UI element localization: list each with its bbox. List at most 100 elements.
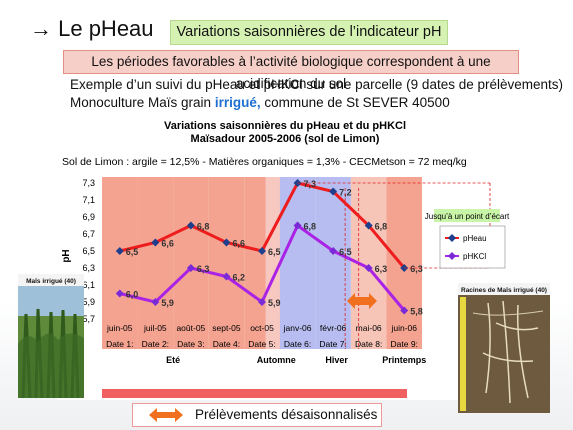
annotation-text: Jusqu’à un point d’écart xyxy=(425,212,510,221)
legend-label-phkcl: pHKCl xyxy=(463,252,486,261)
data-label-pheau: 6,8 xyxy=(197,222,210,232)
date-label: Date 4: xyxy=(213,339,240,349)
slide-title: → Le pHeau xyxy=(30,16,154,41)
double-arrow-icon xyxy=(347,293,377,309)
data-point-phkcl xyxy=(258,298,266,306)
season-band-3 xyxy=(173,177,209,349)
subtitle-box: Variations saisonnières de l’indicateur … xyxy=(170,20,448,45)
photo-left-caption: Maïs irrigué (40) xyxy=(26,278,76,285)
data-label-pheau: 6,8 xyxy=(375,222,388,232)
monoculture-suffix: commune de St SEVER 40500 xyxy=(260,95,450,110)
data-label-pheau: 6,5 xyxy=(126,247,139,257)
photo-maize-roots xyxy=(458,283,550,413)
data-label-phkcl: 6,2 xyxy=(232,273,245,283)
y-tick-label: 6,5 xyxy=(82,246,95,256)
bottom-legend-box: Prélèvements désaisonnalisés xyxy=(132,403,382,427)
data-point-pheau xyxy=(222,238,231,247)
x-tick-label: juin-06 xyxy=(390,323,417,333)
data-label-phkcl: 6,3 xyxy=(197,264,210,274)
data-point-pheau xyxy=(258,247,266,255)
y-tick-label: 6,7 xyxy=(82,229,95,239)
date-label: Date 6: xyxy=(284,339,311,349)
x-tick-label: juil-05 xyxy=(143,323,167,333)
y-tick-label: 7,3 xyxy=(82,178,95,188)
data-label-pheau: 6,6 xyxy=(232,239,245,249)
x-tick-label: juin-05 xyxy=(106,323,133,333)
legend: pHeau pHKCl xyxy=(439,225,506,269)
y-tick-label: 6,9 xyxy=(82,212,95,222)
y-tick-label: 7,1 xyxy=(82,195,95,205)
monoculture-highlight: irrigué, xyxy=(214,95,261,110)
annotation-box xyxy=(434,209,500,222)
bottom-label: Prélèvements désaisonnalisés xyxy=(195,407,378,422)
legend-label-pheau: pHeau xyxy=(463,234,487,243)
x-tick-label: oct-05 xyxy=(250,323,274,333)
y-tick-label: 6,3 xyxy=(82,263,95,273)
y-tick-label: 5,7 xyxy=(82,314,95,324)
season-label: Printemps xyxy=(382,355,426,365)
data-label-phkcl: 6,0 xyxy=(126,290,139,300)
chart-svg: Variations saisonnières du pHeau et du p… xyxy=(61,120,510,398)
chart-area: Variations saisonnières du pHeau et du p… xyxy=(57,113,514,400)
data-point-phkcl xyxy=(364,264,373,272)
season-band-4 xyxy=(208,177,245,349)
data-point-phkcl xyxy=(293,221,302,230)
season-strip xyxy=(102,389,407,398)
season-label: Eté xyxy=(166,355,180,365)
data-point-pheau xyxy=(329,187,338,196)
x-tick-label: août-05 xyxy=(176,323,205,333)
data-label-phkcl: 6,5 xyxy=(339,247,352,257)
data-point-pheau xyxy=(115,247,124,255)
intro-box: Les périodes favorables à l’activité bio… xyxy=(63,50,519,91)
data-point-phkcl xyxy=(151,298,160,306)
monoculture-line: Monoculture Maïs grain irrigué, commune … xyxy=(70,95,450,110)
roots-illustration xyxy=(458,283,550,413)
data-point-phkcl xyxy=(186,264,195,272)
data-point-phkcl xyxy=(222,272,231,281)
date-label: Date 2: xyxy=(142,339,169,349)
season-label: Hiver xyxy=(325,355,348,365)
date-label: Date 5: xyxy=(248,339,275,349)
season-band-1 xyxy=(102,177,138,349)
x-tick-label: févr-06 xyxy=(320,323,347,333)
data-point-pheau xyxy=(293,179,302,187)
data-label-phkcl: 5,9 xyxy=(268,298,281,308)
date-label: Date 1: xyxy=(106,339,133,349)
chart-subtitle: Maïsadour 2005-2006 (sol de Limon) xyxy=(191,133,380,145)
data-label-pheau: 7,3 xyxy=(304,179,317,189)
season-band-2 xyxy=(137,177,174,349)
date-label: Date 8: xyxy=(355,339,382,349)
legend-box xyxy=(439,225,506,269)
legend-marker-pheau xyxy=(448,234,456,242)
season-label: Automne xyxy=(257,355,296,365)
photo-maize-field xyxy=(18,274,84,399)
date-label: Date 7: xyxy=(319,339,346,349)
soil-info: Sol de Limon : argile = 12,5% - Matières… xyxy=(62,156,467,168)
y-tick-label: 5,9 xyxy=(82,297,95,307)
season-band-9 xyxy=(386,177,422,349)
x-tick-label: janv-06 xyxy=(283,323,312,333)
data-point-phkcl xyxy=(400,306,409,315)
data-label-pheau: 6,3 xyxy=(410,264,423,274)
date-label: Date 9: xyxy=(391,339,418,349)
data-label-phkcl: 5,8 xyxy=(410,307,423,317)
data-label-pheau: 6,5 xyxy=(268,247,281,257)
legend-marker-phkcl xyxy=(448,252,456,260)
chart-title: Variations saisonnières du pHeau et du p… xyxy=(164,120,406,132)
data-point-pheau xyxy=(151,238,160,247)
data-label-phkcl: 6,3 xyxy=(375,264,388,274)
data-point-phkcl xyxy=(329,247,338,255)
data-label-phkcl: 6,8 xyxy=(304,222,317,232)
y-tick-label: 6,1 xyxy=(82,280,95,290)
data-point-phkcl xyxy=(115,289,124,298)
data-point-pheau xyxy=(186,221,195,230)
data-label-pheau: 6,6 xyxy=(161,239,174,249)
season-band-transition xyxy=(265,177,280,349)
data-label-phkcl: 5,9 xyxy=(161,298,174,308)
monoculture-prefix: Monoculture Maïs grain xyxy=(70,95,215,110)
double-arrow-icon xyxy=(149,408,183,422)
x-tick-label: mai-06 xyxy=(356,323,382,333)
photo-right-caption: Racines de Maïs irrigué (40) xyxy=(461,287,547,294)
example-line: Exemple d’un suivi du pHeau et pHKCl sur… xyxy=(70,77,564,92)
x-tick-label: sept-05 xyxy=(212,323,241,333)
